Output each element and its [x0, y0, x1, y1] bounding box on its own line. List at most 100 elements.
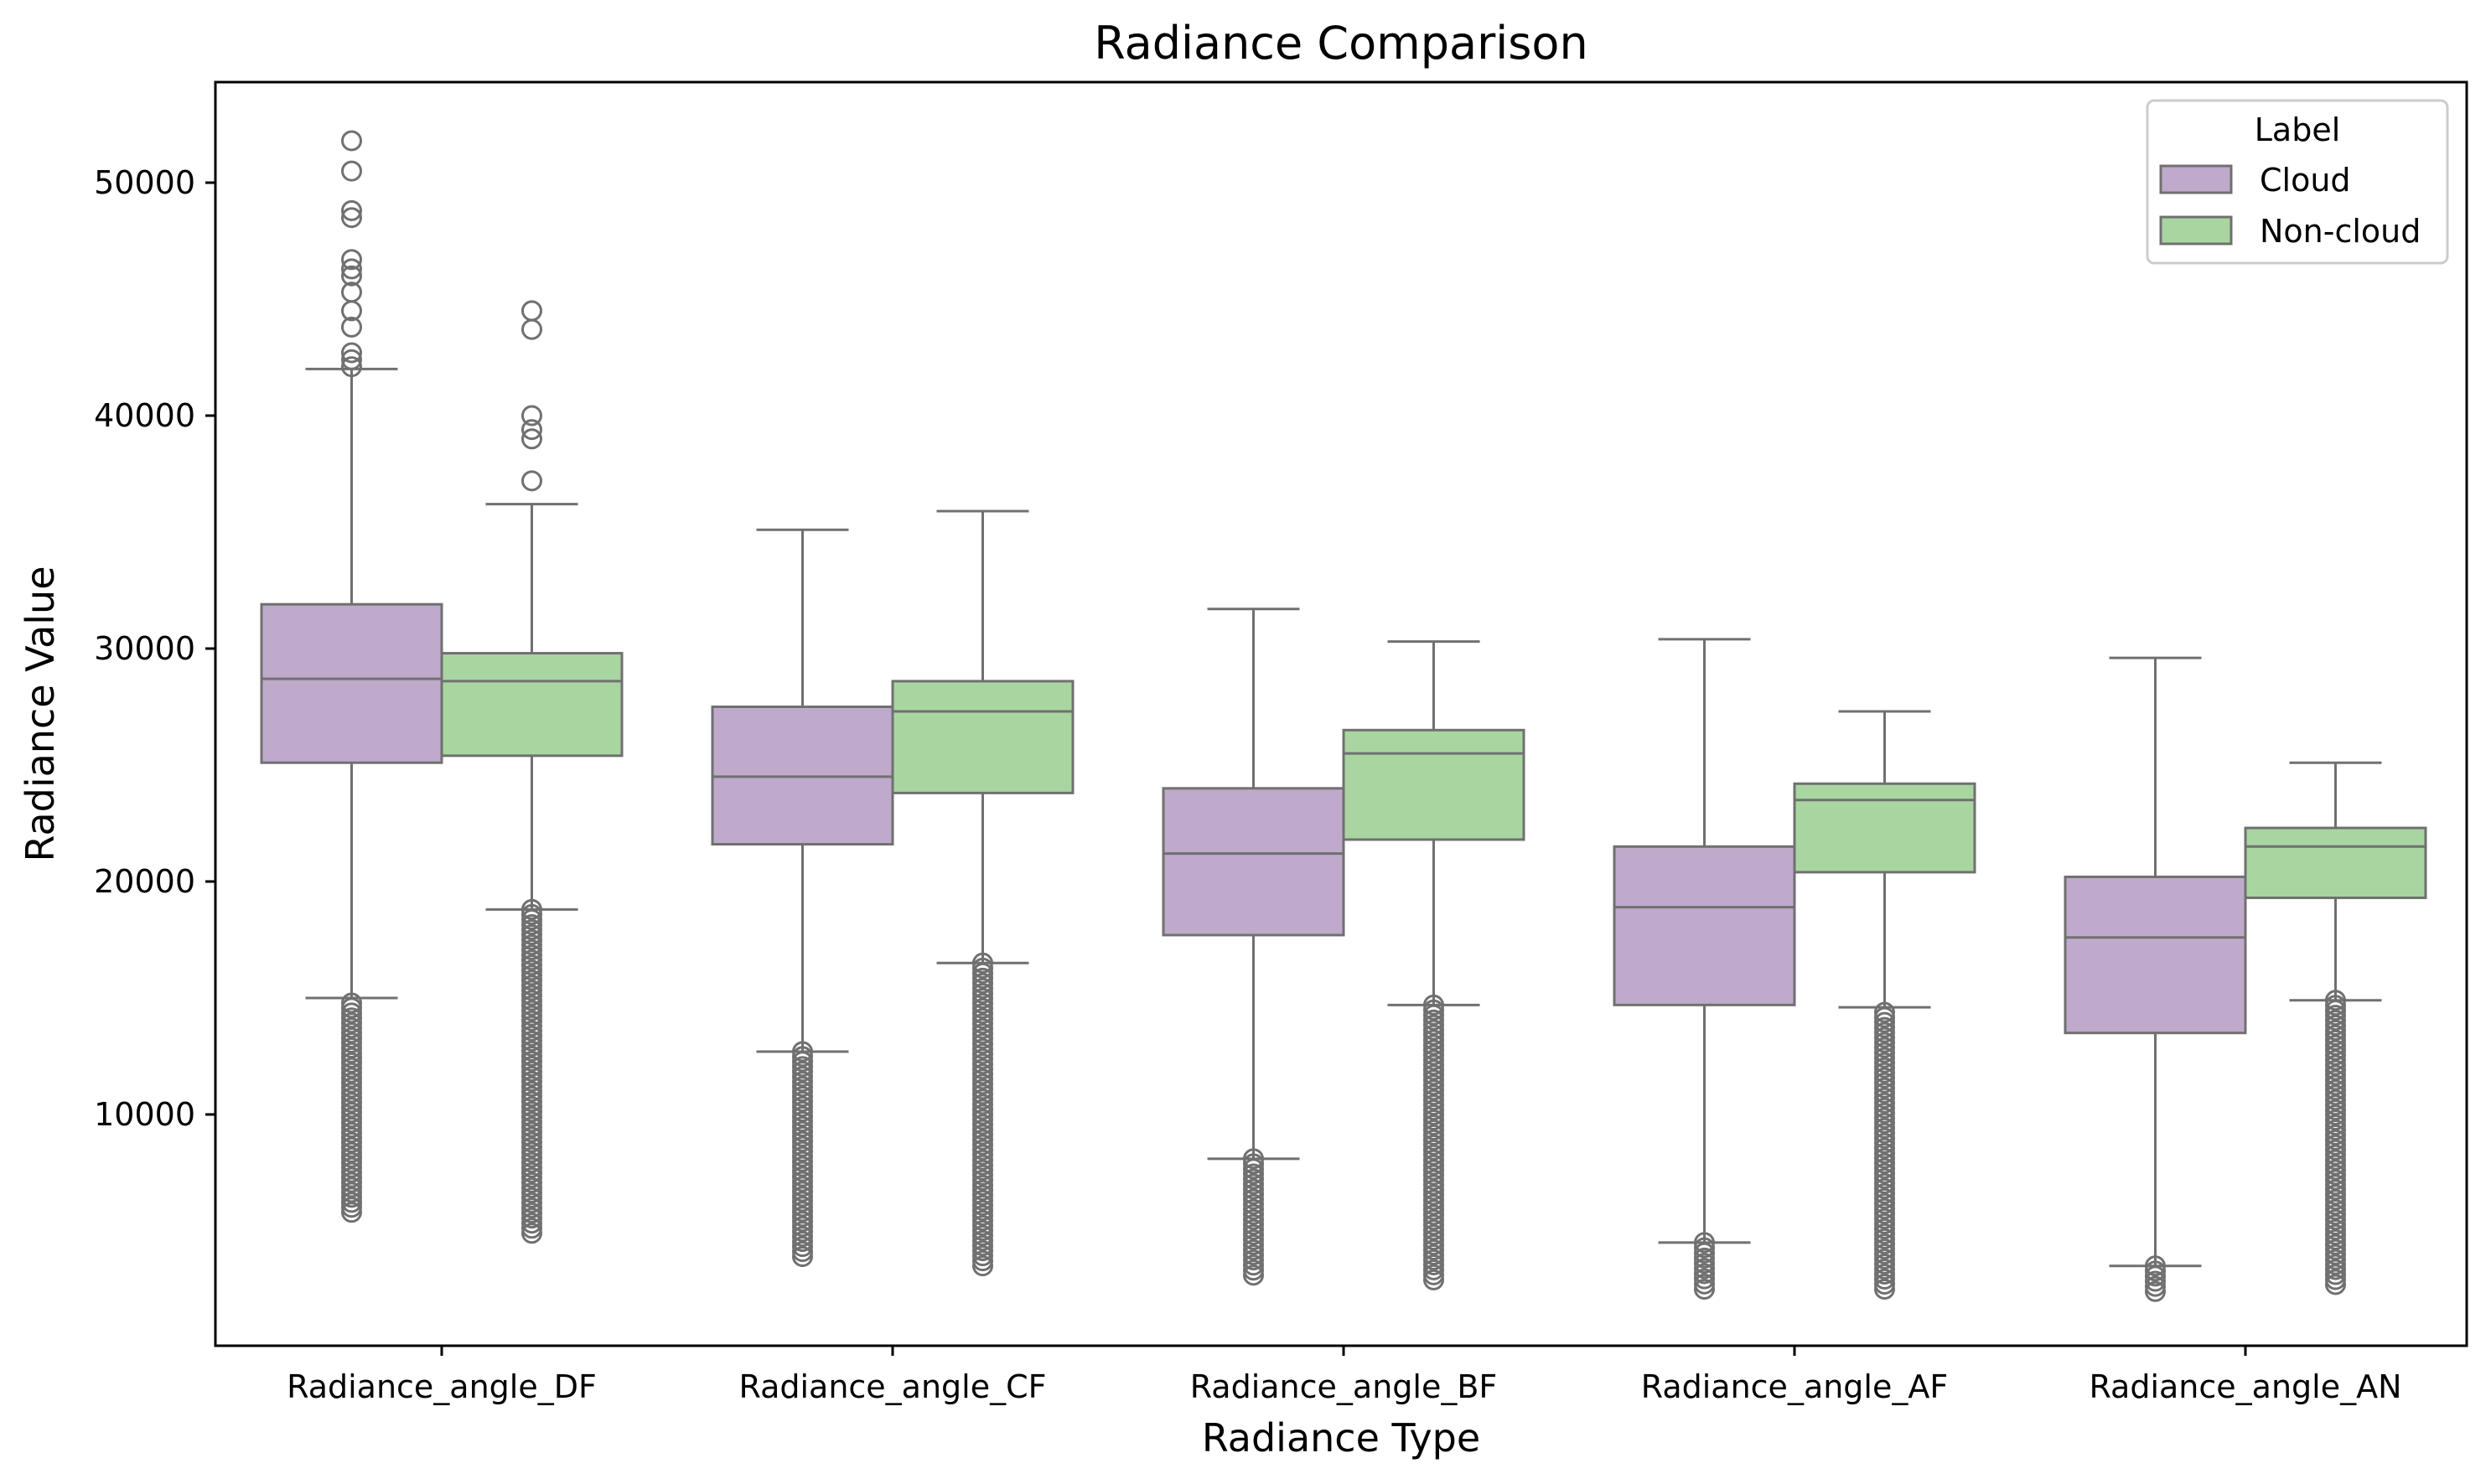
outlier-point — [1243, 1254, 1264, 1276]
outlier-point — [1874, 1279, 1895, 1300]
outlier-point — [521, 1040, 542, 1062]
outlier-point — [1423, 1084, 1444, 1106]
outlier-point — [521, 985, 542, 1006]
outlier-point — [1874, 1238, 1895, 1259]
outlier-point — [341, 1202, 362, 1223]
outlier-point — [2325, 1159, 2346, 1181]
outlier-point — [1423, 1159, 1444, 1181]
outlier-point — [1874, 1042, 1895, 1063]
outlier-point — [1243, 1239, 1264, 1261]
outlier-point — [1874, 1197, 1895, 1219]
outlier-point — [1423, 1089, 1444, 1111]
y-tick-label: 40000 — [94, 397, 195, 434]
outlier-point — [1243, 1183, 1264, 1205]
outlier-point — [1874, 1243, 1895, 1264]
outlier-point — [1423, 1024, 1444, 1046]
outlier-point — [521, 1171, 542, 1193]
outlier-point — [1243, 1188, 1264, 1210]
outlier-point — [1874, 1122, 1895, 1144]
outlier-point — [792, 1061, 813, 1083]
legend-label-non-cloud: Non-cloud — [2260, 213, 2421, 250]
outlier-point — [1874, 1062, 1895, 1083]
outlier-point — [341, 1087, 362, 1109]
outlier-point — [1874, 1162, 1895, 1184]
outlier-point — [1423, 1234, 1444, 1256]
outlier-point — [972, 1083, 993, 1105]
outlier-point — [1423, 1049, 1444, 1071]
outlier-point — [521, 1187, 542, 1209]
outlier-point — [1874, 1258, 1895, 1280]
outlier-point — [1423, 1129, 1444, 1150]
outlier-point — [1423, 1204, 1444, 1226]
outlier-point — [521, 1096, 542, 1118]
outlier-point — [792, 1191, 813, 1213]
outlier-point — [1874, 1117, 1895, 1139]
outlier-point — [2325, 1084, 2346, 1106]
outlier-point — [792, 1161, 813, 1182]
outlier-point — [341, 1057, 362, 1078]
outlier-point — [972, 1058, 993, 1080]
outlier-point — [1423, 1134, 1444, 1156]
outlier-point — [341, 1012, 362, 1034]
outlier-point — [1243, 1163, 1264, 1185]
outlier-point — [1423, 1179, 1444, 1201]
outlier-point — [1423, 1164, 1444, 1186]
outlier-point — [972, 1255, 993, 1277]
outlier-point — [972, 1003, 993, 1025]
outlier-point — [1874, 1228, 1895, 1249]
outlier-point — [1423, 1229, 1444, 1251]
outlier-point — [341, 1052, 362, 1073]
outlier-point — [2325, 1204, 2346, 1226]
outlier-point — [1423, 1124, 1444, 1145]
outlier-point — [521, 954, 542, 976]
outlier-point — [521, 1131, 542, 1153]
outlier-point — [1423, 1244, 1444, 1266]
outlier-point — [1874, 1102, 1895, 1124]
outlier-point — [1874, 1182, 1895, 1204]
outlier-point — [2325, 1254, 2346, 1275]
outlier-point — [521, 1213, 542, 1234]
outlier-point — [972, 1245, 993, 1267]
y-axis-label: Radiance Value — [18, 566, 63, 862]
outlier-point — [341, 1027, 362, 1049]
outlier-point — [1423, 1194, 1444, 1216]
outlier-point — [792, 1120, 813, 1142]
box-iqr — [2064, 875, 2247, 1035]
outlier-point — [521, 1182, 542, 1203]
outlier-point — [1874, 1142, 1895, 1164]
outlier-point — [792, 1096, 813, 1118]
outlier-point — [341, 1127, 362, 1149]
outlier-point — [792, 1181, 813, 1202]
outlier-point — [1874, 1167, 1895, 1189]
outlier-point — [2325, 1179, 2346, 1201]
outlier-point — [1423, 1239, 1444, 1261]
outlier-point — [1874, 1132, 1895, 1154]
outlier-point — [2325, 1184, 2346, 1206]
outlier-point — [972, 1048, 993, 1070]
outlier-point — [792, 1241, 813, 1263]
outlier-point — [2325, 1079, 2346, 1101]
outlier-point — [341, 1062, 362, 1083]
outlier-point — [972, 1053, 993, 1075]
plot-area — [260, 130, 2427, 1302]
outlier-point — [521, 1030, 542, 1052]
outlier-point — [1423, 1219, 1444, 1241]
outlier-point — [972, 977, 993, 999]
outlier-point — [972, 1018, 993, 1040]
outlier-point — [521, 405, 542, 427]
outlier-point — [1423, 1264, 1444, 1285]
outlier-point — [972, 1038, 993, 1060]
outlier-point — [1874, 1021, 1895, 1043]
outlier-point — [1874, 1137, 1895, 1159]
outlier-point — [2325, 1144, 2346, 1166]
outlier-point — [341, 1151, 362, 1173]
outlier-point — [1874, 1207, 1895, 1229]
outlier-point — [341, 1002, 362, 1024]
outlier-point — [1874, 1172, 1895, 1194]
outlier-point — [2325, 1139, 2346, 1161]
outlier-point — [341, 1112, 362, 1134]
outlier-point — [2325, 1094, 2346, 1116]
outlier-point — [1423, 1104, 1444, 1126]
outlier-point — [341, 160, 362, 182]
